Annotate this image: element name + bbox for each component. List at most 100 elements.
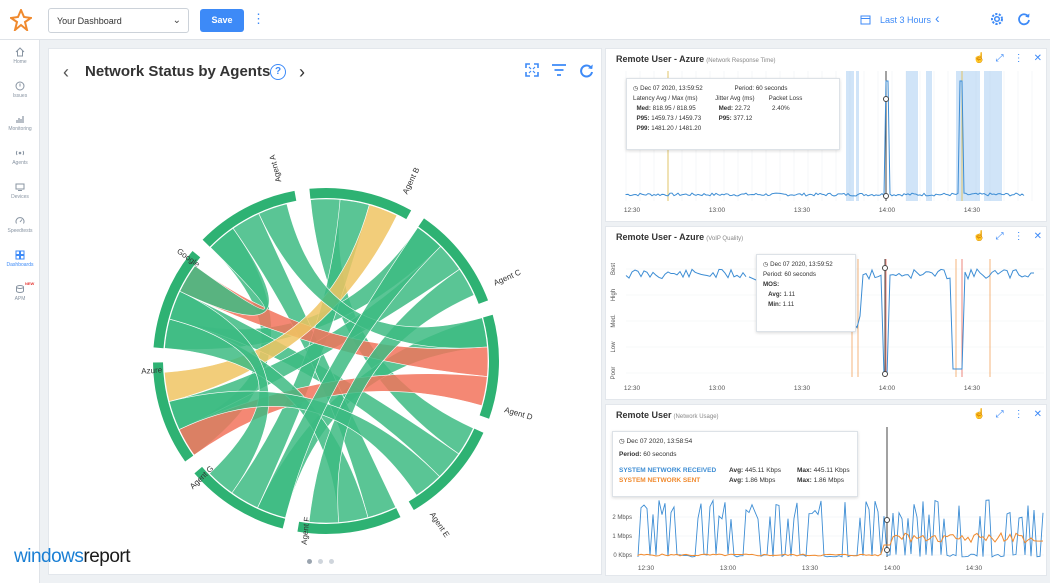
tooltip-row: P95: 377.12 — [715, 114, 754, 124]
voip-quality-panel: Remote User - Azure (VoIP Quality) ☝ ⤢ ⋮ … — [605, 226, 1047, 400]
more-options-icon[interactable]: ⋮ — [1013, 409, 1024, 420]
refresh-icon[interactable] — [579, 63, 594, 78]
issues-icon — [15, 81, 25, 91]
drag-hand-icon[interactable]: ☝ — [973, 409, 986, 420]
chord-arc-segment — [194, 466, 286, 529]
panel-title-text: Remote User - Azure — [616, 232, 705, 242]
sidebar-item-speedtests[interactable]: Speedtests — [0, 216, 40, 234]
x-tick-label: 12:30 — [638, 565, 655, 572]
y-tick-label: Best — [611, 263, 617, 275]
chevron-left-icon[interactable]: ‹ — [63, 62, 69, 82]
dashboard-select-value: Your Dashboard — [57, 16, 122, 26]
tooltip-period: Period: 60 seconds — [734, 85, 788, 92]
x-tick-label: 13:00 — [709, 207, 726, 214]
x-tick-label: 13:30 — [794, 207, 811, 214]
tooltip-row: P99: 1481.20 / 1481.20 — [633, 124, 701, 134]
watermark-logo: windowsreport — [14, 546, 131, 568]
x-tick-label: 13:30 — [794, 385, 811, 392]
clock-icon: ◷ — [763, 261, 769, 268]
close-icon[interactable]: ✕ — [1033, 53, 1042, 64]
y-tick-label: 2 Mbps — [612, 515, 632, 521]
x-tick-label: 13:30 — [802, 565, 819, 572]
watermark-part2: report — [83, 546, 131, 567]
close-icon[interactable]: ✕ — [1033, 231, 1042, 242]
tooltip-loss-col: Packet Loss 2.40% — [769, 94, 803, 134]
more-options-icon[interactable]: ⋮ — [1013, 231, 1024, 242]
latency-series-line — [625, 80, 1025, 197]
sent-series-line — [637, 531, 1044, 557]
chord-diagram[interactable]: Agent A Agent B Agent C Agent D Agent E Agent… — [49, 89, 603, 569]
dashboard-select[interactable]: Your Dashboard ⌄ — [48, 8, 189, 33]
tooltip-label: P95: — [718, 114, 732, 122]
chart-tooltip: ◷ Dec 07 2020, 13:59:52 Period: 60 secon… — [626, 78, 840, 150]
gear-icon[interactable] — [990, 12, 1004, 26]
sidebar-item-devices[interactable]: Devices — [0, 182, 40, 200]
expand-icon[interactable]: ⤢ — [995, 53, 1004, 64]
tooltip-label: P99: — [636, 124, 650, 132]
tooltip-label: Period: — [619, 451, 642, 459]
tooltip-row: Min: 1.11 — [763, 300, 849, 310]
app-logo[interactable] — [10, 9, 32, 31]
tooltip-label: Med: — [718, 104, 734, 112]
new-badge: NEW — [25, 281, 35, 286]
tooltip-value: 1481.20 / 1481.20 — [651, 124, 702, 132]
help-icon[interactable]: ? — [270, 64, 286, 80]
dashboard-icon — [15, 250, 25, 260]
drag-hand-icon[interactable]: ☝ — [973, 231, 986, 242]
sidebar-item-agents[interactable]: Agents — [0, 148, 40, 166]
sidebar-item-label: Home — [13, 59, 27, 65]
refresh-icon[interactable] — [1017, 12, 1031, 26]
tooltip-value: 1.11 — [783, 290, 796, 298]
x-tick-label: 14:00 — [879, 207, 896, 214]
x-tick-label: 14:30 — [966, 565, 983, 572]
card-title: Network Status by Agents — [85, 63, 271, 80]
tooltip-header: Latency Avg / Max (ms) — [633, 94, 698, 102]
pager-dots[interactable] — [307, 551, 340, 569]
tooltip-label: P95: — [636, 114, 650, 122]
pager-dot[interactable] — [329, 559, 334, 564]
x-tick-label: 14:00 — [879, 385, 896, 392]
save-button[interactable]: Save — [200, 9, 244, 32]
tooltip-value: 22.72 — [734, 104, 751, 112]
pager-dot[interactable] — [307, 559, 312, 564]
latency-spike-band — [846, 71, 854, 201]
apm-icon — [16, 285, 24, 293]
network-usage-chart[interactable]: 2 Mbps 1 Mbps 0 Kbps 12:30 13:00 13:30 14:00 14… — [606, 405, 1048, 577]
network-usage-panel: Remote User (Network Usage) ☝ ⤢ ⋮ ✕ 2 Mbp… — [605, 404, 1047, 576]
close-icon[interactable]: ✕ — [1033, 409, 1042, 420]
sidebar-item-monitoring[interactable]: Monitoring — [0, 114, 40, 132]
panel-toolbar: ☝ ⤢ ⋮ ✕ — [973, 409, 1042, 420]
more-options-icon[interactable]: ⋮ — [1013, 53, 1024, 64]
filter-icon[interactable] — [551, 63, 567, 77]
home-icon — [15, 47, 25, 57]
expand-icon[interactable] — [525, 63, 539, 77]
sidebar-item-issues[interactable]: Issues — [0, 81, 40, 99]
agent-label: Agent E — [428, 510, 451, 539]
more-options-icon[interactable]: ⋮ — [252, 11, 265, 26]
sidebar-item-home[interactable]: Home — [0, 47, 40, 65]
tooltip-value: 60 seconds — [643, 451, 677, 459]
y-tick-label: 0 Kbps — [613, 553, 632, 559]
chevron-left-icon[interactable]: ‹ — [935, 10, 940, 26]
sidebar-item-dashboards[interactable]: Dashboards — [0, 250, 40, 268]
calendar-icon — [860, 15, 871, 25]
tooltip-row: Period: 60 seconds — [619, 450, 851, 460]
tooltip-row: 2.40% — [769, 104, 803, 114]
expand-icon[interactable]: ⤢ — [995, 231, 1004, 242]
latency-spike-band — [906, 71, 918, 201]
latency-spike-band — [926, 71, 932, 201]
latency-spike-band — [856, 71, 859, 201]
y-tick-label: Low — [611, 341, 617, 353]
time-range-selector[interactable]: Last 3 Hours — [880, 15, 932, 25]
tooltip-label: Min: — [768, 300, 781, 308]
drag-hand-icon[interactable]: ☝ — [973, 53, 986, 64]
tooltip-label: Avg: — [729, 477, 744, 485]
sidebar-item-apm[interactable]: NEW APM — [0, 281, 40, 302]
chord-arc-segment — [418, 218, 489, 304]
chevron-right-icon[interactable]: › — [299, 62, 305, 82]
agent-label: Agent B — [401, 166, 422, 196]
expand-icon[interactable]: ⤢ — [995, 409, 1004, 420]
panel-subtitle: (VoIP Quality) — [706, 236, 744, 242]
agent-label: Agent D — [503, 405, 533, 422]
pager-dot[interactable] — [318, 559, 323, 564]
